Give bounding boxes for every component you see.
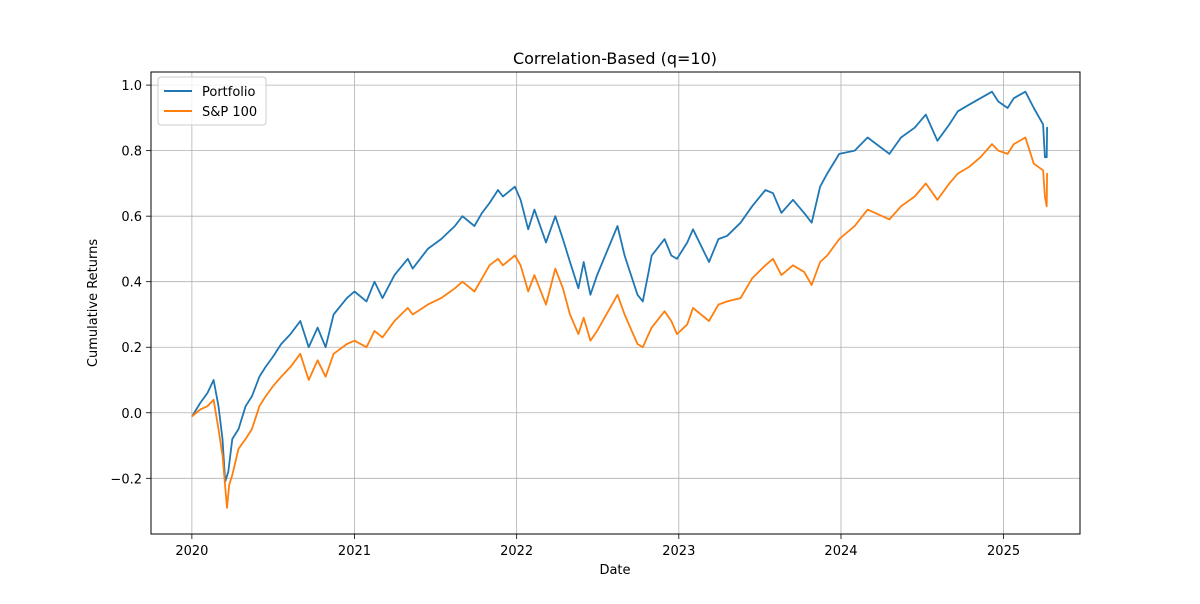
y-tick-label: 0.2: [121, 341, 142, 356]
legend-label-sp100: S&P 100: [202, 105, 257, 120]
y-tick-label: 0.6: [121, 210, 142, 225]
x-tick-label: 2024: [824, 544, 857, 559]
grid: [151, 72, 1080, 534]
y-axis-ticks: −0.2 0.0 0.2 0.4 0.6 0.8 1.0: [110, 79, 151, 487]
x-tick-label: 2021: [338, 544, 371, 559]
y-tick-label: 0.0: [121, 407, 142, 422]
portfolio-line: [191, 90, 1048, 483]
x-tick-label: 2023: [662, 544, 695, 559]
x-tick-label: 2020: [175, 544, 208, 559]
legend-box: [157, 76, 267, 126]
y-tick-label: 1.0: [121, 79, 142, 94]
y-tick-label: 0.8: [121, 145, 142, 160]
x-tick-label: 2025: [987, 544, 1020, 559]
x-axis-ticks: 2020 2021 2022 2023 2024 2025: [175, 534, 1020, 559]
series-lines: [191, 90, 1048, 509]
legend-label-portfolio: Portfolio: [202, 85, 256, 100]
plot-background: [151, 72, 1080, 534]
y-axis-label: Cumulative Returns: [86, 239, 101, 367]
x-axis-label: Date: [599, 563, 630, 578]
plot-frame: [150, 71, 1081, 535]
y-tick-label: −0.2: [110, 472, 142, 487]
legend: Portfolio S&P 100: [157, 76, 267, 126]
sp100-line: [191, 136, 1048, 509]
x-tick-label: 2022: [500, 544, 533, 559]
chart-title: Correlation-Based (q=10): [513, 49, 717, 68]
plot-area: [150, 71, 1081, 535]
y-tick-label: 0.4: [121, 276, 142, 291]
